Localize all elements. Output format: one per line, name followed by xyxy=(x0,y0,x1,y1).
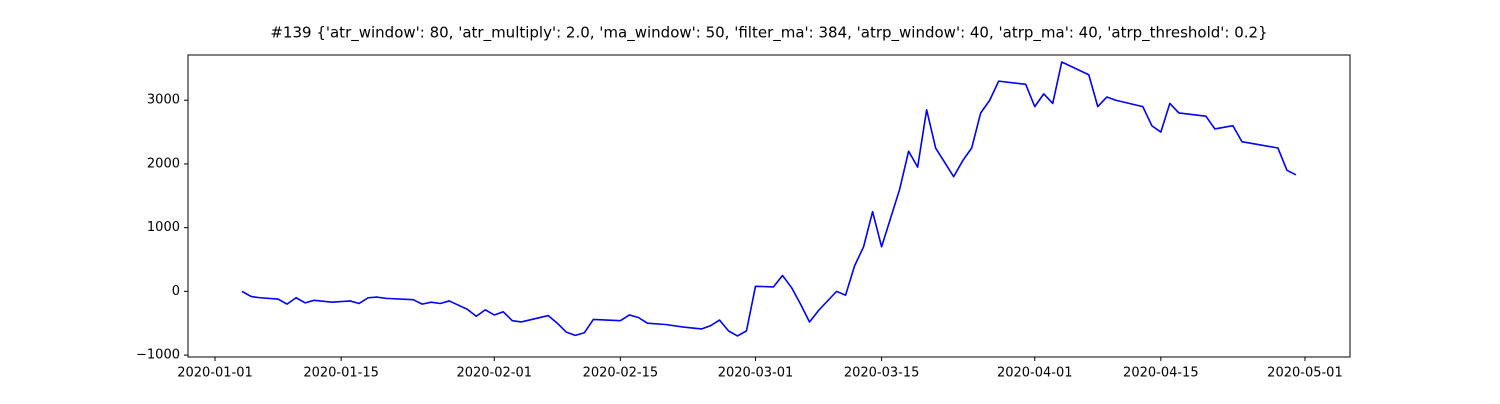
x-tick-label: 2020-02-15 xyxy=(583,366,659,381)
y-tick-label: 3000 xyxy=(147,93,180,108)
x-tick-label: 2020-04-01 xyxy=(997,366,1073,381)
x-tick-label: 2020-03-01 xyxy=(718,366,794,381)
x-tick-label: 2020-01-15 xyxy=(303,366,379,381)
x-tick-label: 2020-03-15 xyxy=(844,366,920,381)
data-line xyxy=(241,61,1297,337)
y-tick-label: −1000 xyxy=(136,348,180,363)
x-tick-label: 2020-05-01 xyxy=(1267,366,1343,381)
y-tick-label: 0 xyxy=(172,284,180,299)
x-tick-label: 2020-01-01 xyxy=(177,366,253,381)
plot-area xyxy=(241,61,1297,337)
y-tick-label: 2000 xyxy=(147,156,180,171)
x-tick-label: 2020-04-15 xyxy=(1123,366,1199,381)
axes-frame xyxy=(187,54,1351,358)
chart-title: #139 {'atr_window': 80, 'atr_multiply': … xyxy=(270,24,1267,43)
x-tick-label: 2020-02-01 xyxy=(456,366,532,381)
y-tick-label: 1000 xyxy=(147,220,180,235)
